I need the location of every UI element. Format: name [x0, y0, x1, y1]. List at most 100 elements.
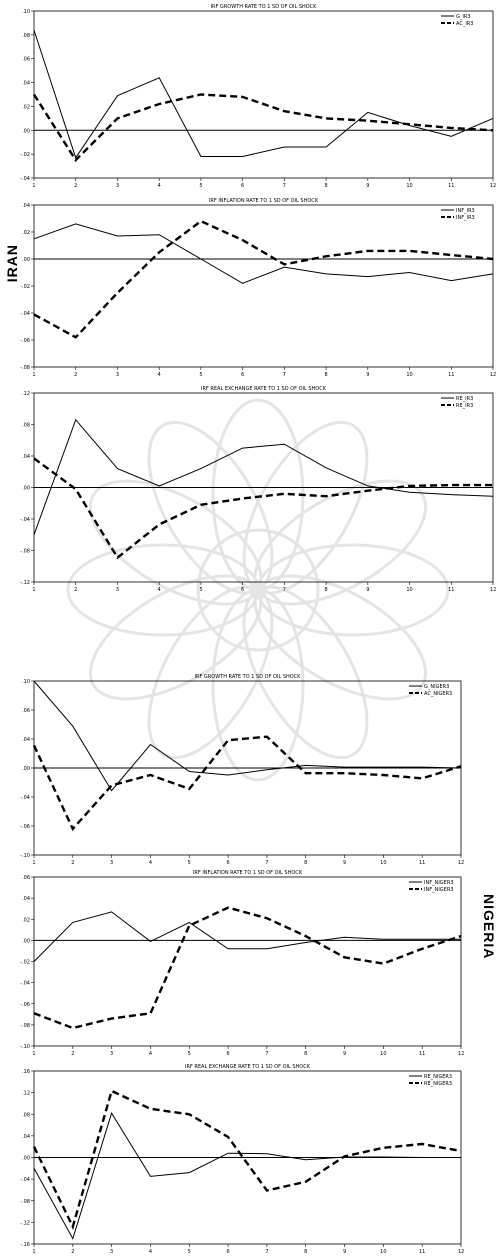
- watermark-ring: [196, 528, 320, 652]
- legend-label: INF_IR3: [456, 208, 475, 214]
- y-tick-label: -.16: [20, 1242, 30, 1248]
- series-line-2: [32, 1089, 462, 1231]
- series-line-1: [33, 418, 494, 535]
- y-tick-label: -.02: [20, 284, 30, 290]
- x-tick-label: 6: [226, 860, 229, 866]
- y-tick-label: -.12: [20, 1220, 30, 1226]
- x-tick-label: 7: [283, 183, 286, 189]
- y-tick-label: .02: [22, 230, 30, 236]
- x-tick-label: 1: [32, 183, 35, 189]
- y-tick-label: .12: [22, 1091, 30, 1097]
- y-tick-label: -.02: [20, 960, 30, 966]
- x-tick-label: 10: [406, 587, 412, 593]
- series-line-1: [33, 680, 462, 792]
- x-tick-label: 3: [110, 1051, 113, 1057]
- chart-title: IRF INFLATION RATE TO 1 SD OF OIL SHOCK: [209, 198, 319, 204]
- x-tick-label: 8: [324, 183, 327, 189]
- watermark-petal: [147, 420, 274, 595]
- x-tick-label: 12: [458, 1249, 464, 1255]
- x-tick-label: 10: [406, 372, 412, 378]
- x-tick-label: 3: [110, 860, 113, 866]
- x-tick-label: 10: [406, 183, 412, 189]
- x-tick-label: 3: [116, 183, 119, 189]
- plot-frame: [33, 204, 494, 368]
- x-tick-label: 5: [199, 372, 202, 378]
- y-tick-label: -.10: [20, 1044, 30, 1050]
- legend-label: RE_IR3: [456, 403, 473, 409]
- legend-label: RE_IR3: [456, 396, 473, 402]
- x-tick-label: 11: [448, 372, 454, 378]
- y-tick-label: -.06: [20, 824, 30, 830]
- y-tick-label: .02: [22, 104, 30, 110]
- y-tick-label: -.04: [20, 176, 30, 182]
- legend-label: AC_NIGER3: [424, 691, 452, 697]
- series-line-2: [33, 457, 493, 560]
- y-tick-label: .04: [22, 737, 30, 743]
- x-tick-label: 9: [343, 1249, 346, 1255]
- y-tick-label: .02: [22, 917, 30, 923]
- x-tick-label: 5: [199, 183, 202, 189]
- chart-title: IRF REAL EXCHANGE RATE TO 1 SD OF OIL SH…: [185, 1064, 311, 1070]
- x-tick-label: 8: [324, 372, 327, 378]
- y-tick-label: -.10: [20, 853, 30, 859]
- chart-nigeria-inflation: IRF INFLATION RATE TO 1 SD OF OIL SHOCK.…: [20, 870, 464, 1057]
- x-tick-label: 11: [419, 1249, 425, 1255]
- y-tick-label: -.04: [20, 1177, 30, 1183]
- x-tick-label: 6: [241, 183, 244, 189]
- x-tick-label: 4: [158, 587, 161, 593]
- y-tick-label: .04: [22, 454, 30, 460]
- series-line-2: [33, 219, 494, 339]
- x-tick-label: 9: [366, 587, 369, 593]
- x-tick-label: 7: [265, 1249, 268, 1255]
- legend-label: G_IR3: [456, 14, 471, 20]
- x-tick-label: 1: [32, 1249, 35, 1255]
- x-tick-label: 12: [490, 183, 496, 189]
- x-tick-label: 11: [448, 183, 454, 189]
- y-tick-label: .08: [22, 1112, 30, 1118]
- x-tick-label: 6: [226, 1249, 229, 1255]
- y-tick-label: .10: [22, 679, 30, 685]
- y-tick-label: -.12: [20, 580, 30, 586]
- series-line-1: [33, 911, 461, 962]
- y-tick-label: -.08: [20, 365, 30, 371]
- series-line-2: [32, 735, 462, 832]
- chart-iran-exchange-rate: IRF REAL EXCHANGE RATE TO 1 SD OF OIL SH…: [20, 386, 496, 593]
- y-tick-label: -.06: [20, 338, 30, 344]
- x-tick-label: 4: [149, 860, 152, 866]
- x-tick-label: 3: [116, 372, 119, 378]
- x-tick-label: 8: [304, 1051, 307, 1057]
- x-tick-label: 4: [149, 1249, 152, 1255]
- x-tick-label: 12: [490, 372, 496, 378]
- y-tick-label: .00: [22, 128, 30, 134]
- y-tick-label: -.08: [20, 1023, 30, 1029]
- x-tick-label: 2: [71, 1249, 74, 1255]
- chart-title: IRF GROWTH RATE TO 1 SD OF OIL SHOCK: [211, 4, 318, 10]
- y-tick-label: -.04: [20, 517, 30, 523]
- x-tick-label: 3: [116, 587, 119, 593]
- y-tick-label: .12: [22, 391, 30, 397]
- x-tick-label: 12: [458, 1051, 464, 1057]
- chart-title: IRF GROWTH RATE TO 1 SD OF OIL SHOCK: [195, 674, 302, 680]
- x-tick-label: 6: [226, 1051, 229, 1057]
- y-tick-label: .00: [22, 1156, 30, 1162]
- x-tick-label: 8: [304, 860, 307, 866]
- legend-label: INF_IR3: [456, 215, 475, 221]
- x-tick-label: 10: [380, 1249, 386, 1255]
- x-tick-label: 7: [265, 860, 268, 866]
- y-tick-label: .00: [22, 486, 30, 492]
- x-tick-label: 9: [366, 372, 369, 378]
- y-tick-label: .04: [22, 896, 30, 902]
- x-tick-label: 5: [188, 860, 191, 866]
- x-tick-label: 9: [343, 1051, 346, 1057]
- x-tick-label: 4: [158, 372, 161, 378]
- y-tick-label: -.06: [20, 1002, 30, 1008]
- x-tick-label: 8: [304, 1249, 307, 1255]
- legend-label: G_NIGER3: [424, 684, 449, 690]
- y-tick-label: -.08: [20, 549, 30, 555]
- x-tick-label: 6: [241, 587, 244, 593]
- x-tick-label: 7: [265, 1051, 268, 1057]
- x-tick-label: 2: [74, 372, 77, 378]
- x-tick-label: 4: [149, 1051, 152, 1057]
- x-tick-label: 1: [32, 1051, 35, 1057]
- y-tick-label: .00: [22, 257, 30, 263]
